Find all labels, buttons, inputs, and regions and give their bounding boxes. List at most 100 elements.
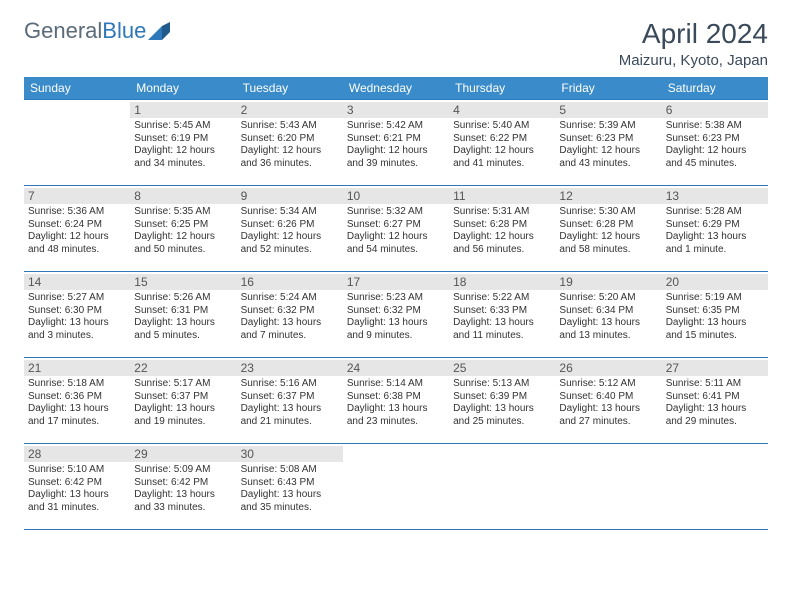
day-details: Sunrise: 5:12 AMSunset: 6:40 PMDaylight:… [559, 378, 657, 428]
logo-mark-icon [148, 22, 170, 40]
calendar-cell [662, 444, 768, 530]
day-details: Sunrise: 5:08 AMSunset: 6:43 PMDaylight:… [241, 464, 339, 514]
logo-word1: General [24, 18, 102, 43]
day-header: Friday [555, 77, 661, 100]
calendar-week: 1 Sunrise: 5:45 AMSunset: 6:19 PMDaylight… [24, 100, 768, 186]
calendar-cell [24, 100, 130, 186]
logo-word2: Blue [102, 18, 146, 43]
day-details: Sunrise: 5:34 AMSunset: 6:26 PMDaylight:… [241, 206, 339, 256]
logo-text: GeneralBlue [24, 18, 146, 44]
day-number: 3 [343, 102, 449, 118]
day-number: 9 [237, 188, 343, 204]
day-details: Sunrise: 5:19 AMSunset: 6:35 PMDaylight:… [666, 292, 764, 342]
day-details: Sunrise: 5:35 AMSunset: 6:25 PMDaylight:… [134, 206, 232, 256]
day-details: Sunrise: 5:24 AMSunset: 6:32 PMDaylight:… [241, 292, 339, 342]
calendar-cell: 29 Sunrise: 5:09 AMSunset: 6:42 PMDayligh… [130, 444, 236, 530]
day-details: Sunrise: 5:14 AMSunset: 6:38 PMDaylight:… [347, 378, 445, 428]
day-number: 8 [130, 188, 236, 204]
calendar-cell: 14Sunrise: 5:27 AMSunset: 6:30 PMDayligh… [24, 272, 130, 358]
day-details: Sunrise: 5:20 AMSunset: 6:34 PMDaylight:… [559, 292, 657, 342]
day-header: Tuesday [237, 77, 343, 100]
title-block: April 2024 Maizuru, Kyoto, Japan [619, 18, 768, 69]
day-number: 27 [662, 360, 768, 376]
day-details: Sunrise: 5:10 AMSunset: 6:42 PMDaylight:… [28, 464, 126, 514]
day-details: Sunrise: 5:40 AMSunset: 6:22 PMDaylight:… [453, 120, 551, 170]
day-number: 16 [237, 274, 343, 290]
day-details: Sunrise: 5:39 AMSunset: 6:23 PMDaylight:… [559, 120, 657, 170]
day-number: 18 [449, 274, 555, 290]
calendar-cell: 28 Sunrise: 5:10 AMSunset: 6:42 PMDayligh… [24, 444, 130, 530]
day-number: 21 [24, 360, 130, 376]
day-number: 23 [237, 360, 343, 376]
day-details: Sunrise: 5:27 AMSunset: 6:30 PMDaylight:… [28, 292, 126, 342]
day-number: 5 [555, 102, 661, 118]
calendar-cell: 20 Sunrise: 5:19 AMSunset: 6:35 PMDayligh… [662, 272, 768, 358]
day-header: Monday [130, 77, 236, 100]
day-header: Saturday [662, 77, 768, 100]
day-details: Sunrise: 5:42 AMSunset: 6:21 PMDaylight:… [347, 120, 445, 170]
calendar-cell: 25 Sunrise: 5:13 AMSunset: 6:39 PMDayligh… [449, 358, 555, 444]
calendar-cell: 5 Sunrise: 5:39 AMSunset: 6:23 PMDaylight… [555, 100, 661, 186]
calendar-cell: 15 Sunrise: 5:26 AMSunset: 6:31 PMDayligh… [130, 272, 236, 358]
day-number: 17 [343, 274, 449, 290]
calendar-cell [555, 444, 661, 530]
calendar-week: 28 Sunrise: 5:10 AMSunset: 6:42 PMDayligh… [24, 444, 768, 530]
day-number: 30 [237, 446, 343, 462]
calendar-cell: 10Sunrise: 5:32 AMSunset: 6:27 PMDayligh… [343, 186, 449, 272]
day-details: Sunrise: 5:11 AMSunset: 6:41 PMDaylight:… [666, 378, 764, 428]
calendar-cell: 1 Sunrise: 5:45 AMSunset: 6:19 PMDaylight… [130, 100, 236, 186]
calendar-week: 7 Sunrise: 5:36 AMSunset: 6:24 PMDaylight… [24, 186, 768, 272]
day-details: Sunrise: 5:16 AMSunset: 6:37 PMDaylight:… [241, 378, 339, 428]
calendar-cell: 3 Sunrise: 5:42 AMSunset: 6:21 PMDaylight… [343, 100, 449, 186]
calendar-table: Sunday Monday Tuesday Wednesday Thursday… [24, 77, 768, 530]
calendar-cell: 23 Sunrise: 5:16 AMSunset: 6:37 PMDayligh… [237, 358, 343, 444]
calendar-cell: 19Sunrise: 5:20 AMSunset: 6:34 PMDayligh… [555, 272, 661, 358]
day-number: 25 [449, 360, 555, 376]
calendar-cell: 17 Sunrise: 5:23 AMSunset: 6:32 PMDayligh… [343, 272, 449, 358]
day-header: Thursday [449, 77, 555, 100]
day-number: 26 [555, 360, 661, 376]
calendar-cell: 16 Sunrise: 5:24 AMSunset: 6:32 PMDayligh… [237, 272, 343, 358]
day-details: Sunrise: 5:09 AMSunset: 6:42 PMDaylight:… [134, 464, 232, 514]
calendar-cell: 21 Sunrise: 5:18 AMSunset: 6:36 PMDayligh… [24, 358, 130, 444]
calendar-cell: 12Sunrise: 5:30 AMSunset: 6:28 PMDayligh… [555, 186, 661, 272]
calendar-cell: 4Sunrise: 5:40 AMSunset: 6:22 PMDaylight… [449, 100, 555, 186]
calendar-cell [449, 444, 555, 530]
day-details: Sunrise: 5:28 AMSunset: 6:29 PMDaylight:… [666, 206, 764, 256]
day-number: 20 [662, 274, 768, 290]
day-number: 15 [130, 274, 236, 290]
day-header: Sunday [24, 77, 130, 100]
day-number: 12 [555, 188, 661, 204]
calendar-cell: 9 Sunrise: 5:34 AMSunset: 6:26 PMDaylight… [237, 186, 343, 272]
day-details: Sunrise: 5:32 AMSunset: 6:27 PMDaylight:… [347, 206, 445, 256]
day-details: Sunrise: 5:18 AMSunset: 6:36 PMDaylight:… [28, 378, 126, 428]
logo: GeneralBlue [24, 18, 170, 44]
calendar-cell: 27 Sunrise: 5:11 AMSunset: 6:41 PMDayligh… [662, 358, 768, 444]
day-number: 11 [449, 188, 555, 204]
calendar-cell: 30 Sunrise: 5:08 AMSunset: 6:43 PMDayligh… [237, 444, 343, 530]
calendar-cell: 24 Sunrise: 5:14 AMSunset: 6:38 PMDayligh… [343, 358, 449, 444]
day-details: Sunrise: 5:36 AMSunset: 6:24 PMDaylight:… [28, 206, 126, 256]
day-number: 7 [24, 188, 130, 204]
day-header: Wednesday [343, 77, 449, 100]
calendar-cell: 18 Sunrise: 5:22 AMSunset: 6:33 PMDayligh… [449, 272, 555, 358]
day-details: Sunrise: 5:13 AMSunset: 6:39 PMDaylight:… [453, 378, 551, 428]
calendar-cell [343, 444, 449, 530]
day-details: Sunrise: 5:45 AMSunset: 6:19 PMDaylight:… [134, 120, 232, 170]
day-details: Sunrise: 5:26 AMSunset: 6:31 PMDaylight:… [134, 292, 232, 342]
month-title: April 2024 [619, 18, 768, 50]
day-number: 24 [343, 360, 449, 376]
day-number: 13 [662, 188, 768, 204]
day-details: Sunrise: 5:31 AMSunset: 6:28 PMDaylight:… [453, 206, 551, 256]
calendar-cell: 11 Sunrise: 5:31 AMSunset: 6:28 PMDayligh… [449, 186, 555, 272]
day-header-row: Sunday Monday Tuesday Wednesday Thursday… [24, 77, 768, 100]
calendar-week: 14Sunrise: 5:27 AMSunset: 6:30 PMDayligh… [24, 272, 768, 358]
day-number: 28 [24, 446, 130, 462]
calendar-cell: 13 Sunrise: 5:28 AMSunset: 6:29 PMDayligh… [662, 186, 768, 272]
day-number: 22 [130, 360, 236, 376]
day-number: 29 [130, 446, 236, 462]
day-number: 1 [130, 102, 236, 118]
day-details: Sunrise: 5:22 AMSunset: 6:33 PMDaylight:… [453, 292, 551, 342]
location: Maizuru, Kyoto, Japan [619, 52, 768, 69]
day-details: Sunrise: 5:23 AMSunset: 6:32 PMDaylight:… [347, 292, 445, 342]
